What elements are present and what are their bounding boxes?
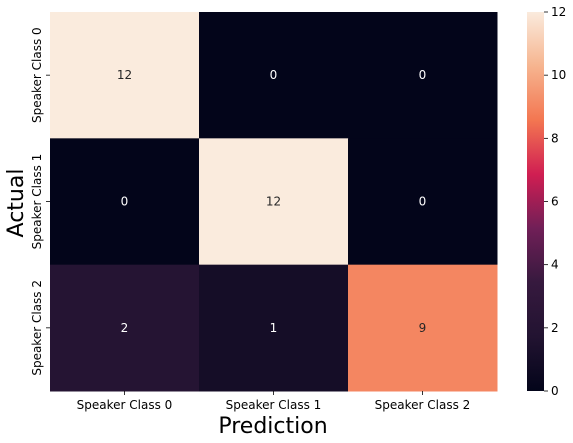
- cell-value-label: 9: [419, 321, 427, 335]
- cell-value-label: 2: [121, 321, 129, 335]
- heatmap-cell: [50, 264, 200, 392]
- cell-value-label: 1: [270, 321, 278, 335]
- heatmap-cell: [348, 138, 498, 266]
- y-axis-ticks: Speaker Class 0 Speaker Class 1 Speaker Cl…: [30, 27, 50, 376]
- heatmap-cell: [50, 12, 200, 139]
- colorbar-tick-label: 12: [551, 5, 566, 19]
- cell-value-label: 0: [121, 195, 129, 209]
- cell-value-label: 12: [117, 68, 132, 82]
- colorbar-tick-label: 0: [551, 384, 559, 398]
- colorbar-tick-label: 10: [551, 68, 566, 82]
- x-axis-ticks: Speaker Class 0 Speaker Class 1 Speaker Cl…: [77, 391, 471, 412]
- y-tick-label: Speaker Class 0: [30, 27, 44, 123]
- cell-value-label: 0: [419, 68, 427, 82]
- heatmap-cell: [199, 264, 349, 392]
- colorbar-tick-label: 6: [551, 195, 559, 209]
- colorbar-tick-label: 2: [551, 321, 559, 335]
- colorbar: [527, 12, 544, 391]
- heatmap-cell: [50, 138, 200, 266]
- y-tick-label: Speaker Class 2: [30, 280, 44, 376]
- y-axis-label: Actual: [4, 169, 29, 238]
- heatmap-cells: [50, 12, 498, 392]
- x-tick-label: Speaker Class 2: [375, 398, 471, 412]
- y-tick-label: Speaker Class 1: [30, 154, 44, 250]
- heatmap-cell: [348, 264, 498, 392]
- cell-value-label: 0: [419, 195, 427, 209]
- heatmap-cell: [199, 12, 349, 139]
- cell-value-label: 12: [266, 195, 281, 209]
- x-axis-label: Prediction: [218, 414, 327, 439]
- colorbar-tick-label: 8: [551, 131, 559, 145]
- heatmap-cell: [348, 12, 498, 139]
- colorbar-ticks: 0 2 4 6 8 10 12: [544, 5, 566, 398]
- colorbar-tick-label: 4: [551, 258, 559, 272]
- cell-value-label: 0: [270, 68, 278, 82]
- x-tick-label: Speaker Class 1: [226, 398, 322, 412]
- cell-annotations: 12 0 0 0 12 0 2 1 9: [117, 68, 426, 335]
- heatmap-cell: [199, 138, 349, 266]
- x-tick-label: Speaker Class 0: [77, 398, 173, 412]
